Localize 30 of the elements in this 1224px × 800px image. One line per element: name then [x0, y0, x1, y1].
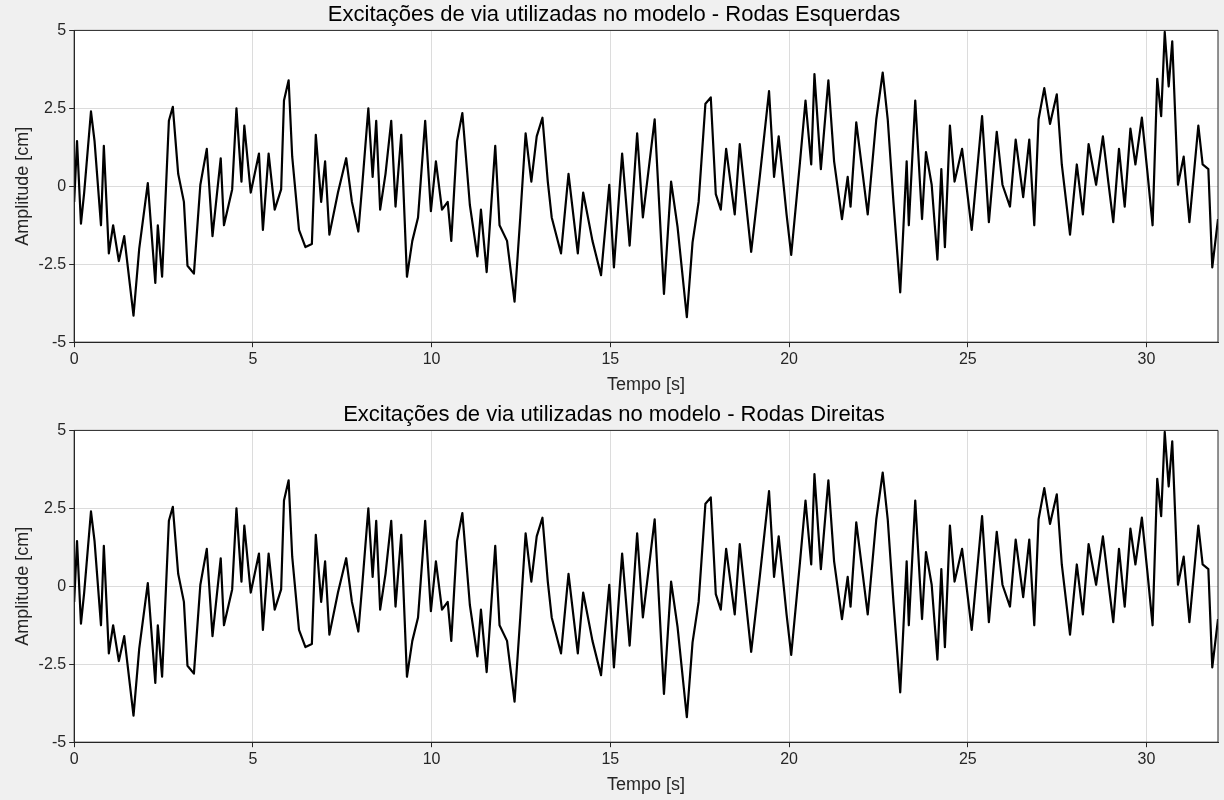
- y-tick-label: -5: [51, 332, 67, 350]
- x-tick-label: 5: [248, 350, 258, 368]
- y-tick-label: -2.5: [38, 654, 67, 672]
- y-axis-title: Amplitude [cm]: [11, 126, 32, 246]
- x-tick-label: 0: [69, 350, 79, 368]
- x-tick-label: 30: [1137, 750, 1156, 768]
- x-tick-label: 30: [1137, 350, 1156, 368]
- x-tick-label: 5: [248, 750, 258, 768]
- y-tick-label: 0: [57, 576, 67, 594]
- chart-title: Excitações de via utilizadas no modelo - Rodas Direitas: [343, 401, 885, 427]
- x-tick-label: 15: [601, 350, 620, 368]
- x-tick-label: 20: [780, 350, 799, 368]
- x-axis-title: Tempo [s]: [607, 774, 686, 795]
- chart-title: Excitações de via utilizadas no modelo - Rodas Esquerdas: [327, 1, 901, 27]
- x-tick-label: 10: [422, 750, 441, 768]
- x-tick-label: 25: [958, 350, 977, 368]
- y-tick-label: 0: [57, 176, 67, 194]
- x-tick-label: 15: [601, 750, 620, 768]
- y-tick-label: 2.5: [43, 98, 67, 116]
- x-tick-label: 0: [69, 750, 79, 768]
- y-tick-label: 5: [57, 420, 67, 438]
- y-tick-label: -2.5: [38, 254, 67, 272]
- x-tick-label: 10: [422, 350, 441, 368]
- x-axis-title: Tempo [s]: [607, 374, 686, 395]
- x-tick-label: 25: [958, 750, 977, 768]
- x-tick-label: 20: [780, 750, 799, 768]
- y-axis-title: Amplitude [cm]: [11, 526, 32, 646]
- y-tick-label: 2.5: [43, 498, 67, 516]
- y-tick-label: -5: [51, 732, 67, 750]
- y-tick-label: 5: [57, 20, 67, 38]
